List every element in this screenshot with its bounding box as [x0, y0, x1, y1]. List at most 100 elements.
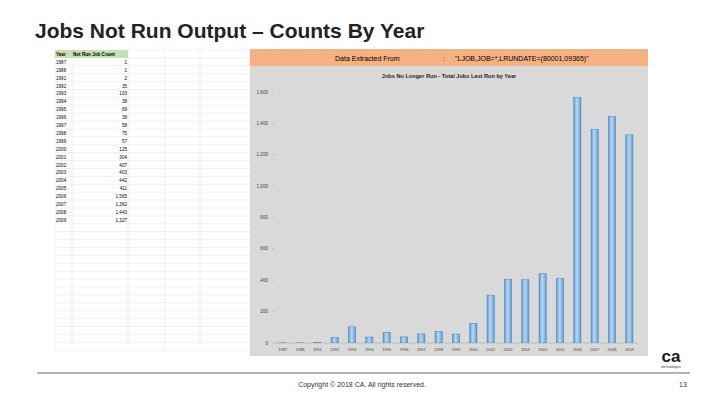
sheet-cell: 57 — [122, 139, 128, 144]
sheet-cell: 411 — [120, 186, 128, 191]
sheet-row-line — [55, 279, 250, 280]
bar — [418, 334, 425, 343]
sheet-row-line — [55, 215, 250, 216]
sheet-col-line — [165, 50, 166, 350]
sheet-row-line — [55, 271, 250, 272]
sheet-cell: 407 — [119, 163, 127, 168]
y-tick — [272, 123, 274, 124]
sheet-cell: 2002 — [56, 163, 67, 168]
y-tick — [272, 186, 274, 187]
sheet-row-line — [55, 342, 250, 343]
sheet-cell: 442 — [119, 178, 127, 183]
x-tick-label: 1993 — [348, 347, 358, 352]
sheet-row-line — [55, 334, 250, 335]
x-tick-label: 2003 — [521, 347, 531, 352]
sheet-cell: 1993 — [56, 91, 67, 96]
background — [0, 0, 720, 405]
bar — [314, 342, 321, 343]
x-tick-label: 1999 — [452, 347, 462, 352]
sheet-row-line — [55, 294, 250, 295]
sheet-cell: 103 — [119, 91, 127, 96]
sheet-cell: 1998 — [56, 131, 67, 136]
sheet-row-line — [55, 223, 250, 224]
sheet-col-line — [128, 50, 129, 350]
bar — [504, 279, 511, 343]
sheet-cell: 2 — [124, 76, 127, 81]
sheet-row-line — [55, 144, 250, 145]
bar — [452, 334, 459, 343]
logo-sub: technologies — [661, 365, 681, 369]
sheet-cell: 1 — [124, 60, 127, 65]
y-tick-label: 1,400 — [257, 121, 269, 126]
bars — [279, 97, 633, 343]
bar — [366, 337, 373, 343]
sheet-cell: 1 — [124, 68, 127, 73]
sheet-cell: 2006 — [56, 194, 67, 199]
footer-rule — [37, 373, 690, 374]
sheet-cell: 2003 — [56, 170, 67, 175]
x-tick-label: 1988 — [296, 347, 306, 352]
sheet-cell: 2007 — [56, 202, 67, 207]
sheet-cell: 1994 — [56, 99, 67, 104]
sheet-cell: 2001 — [56, 155, 67, 160]
x-tick-label: 1987 — [278, 347, 288, 352]
bar — [539, 274, 546, 343]
bar — [279, 342, 286, 343]
sheet-row-line — [55, 350, 250, 351]
y-tick-label: 600 — [260, 246, 268, 251]
x-tick-label: 1995 — [382, 347, 392, 352]
x-tick-label: 2000 — [469, 347, 479, 352]
sheet-row-line — [55, 200, 250, 201]
sheet-cell: 2000 — [56, 147, 67, 152]
sheet-header: Not Run Job Count — [73, 52, 115, 57]
sheet-row-line — [55, 192, 250, 193]
bar — [348, 327, 355, 343]
y-tick — [272, 343, 274, 344]
sheet-col-line — [200, 50, 201, 350]
y-tick — [272, 217, 274, 218]
sheet-row-line — [55, 326, 250, 327]
sheet-row-line — [55, 136, 250, 137]
sheet-row-line — [55, 208, 250, 209]
y-tick — [272, 248, 274, 249]
sheet-row-line — [55, 168, 250, 169]
slide: Jobs Not Run Output – Counts By YearCopy… — [0, 0, 720, 405]
sheet-cell: 1,362 — [116, 202, 128, 207]
sheet-cell: 1996 — [56, 115, 67, 120]
sheet-row-line — [55, 152, 250, 153]
extract-value: "LJOB,JOB=*,LRUNDATE=(80001,09365)" — [455, 55, 589, 63]
sheet-row-line — [55, 184, 250, 185]
sheet-header-bg — [55, 50, 128, 58]
sheet-row-line — [55, 318, 250, 319]
x-tick-label: 1996 — [400, 347, 410, 352]
bar — [591, 129, 598, 343]
sheet-row-line — [55, 97, 250, 98]
sheet-row-line — [55, 176, 250, 177]
sheet-row-line — [55, 65, 250, 66]
bar — [400, 337, 407, 343]
sheet-cell: 125 — [119, 147, 127, 152]
sheet-row-line — [55, 239, 250, 240]
extract-label: Data Extracted From — [335, 55, 400, 62]
sheet-cell: 1,327 — [116, 218, 128, 223]
sheet-col-line — [72, 50, 73, 350]
sheet-cell: 2005 — [56, 186, 67, 191]
sheet-row-line — [55, 302, 250, 303]
sheet-cell: 1997 — [56, 123, 67, 128]
x-tick-label: 1998 — [434, 347, 444, 352]
sheet-row-line — [55, 113, 250, 114]
sheet-row-line — [55, 129, 250, 130]
x-tick-label: 1991 — [313, 347, 323, 352]
sheet-row-line — [55, 89, 250, 90]
y-tick — [272, 154, 274, 155]
y-tick — [272, 311, 274, 312]
bar — [608, 117, 615, 343]
sheet-cell: 1,565 — [116, 194, 128, 199]
bar — [556, 279, 563, 343]
x-tick-label: 1997 — [417, 347, 427, 352]
extract-bar — [250, 49, 648, 66]
x-tick-label: 2006 — [573, 347, 583, 352]
sheet-row-line — [55, 73, 250, 74]
bar — [487, 295, 494, 343]
sheet-row-line — [55, 231, 250, 232]
